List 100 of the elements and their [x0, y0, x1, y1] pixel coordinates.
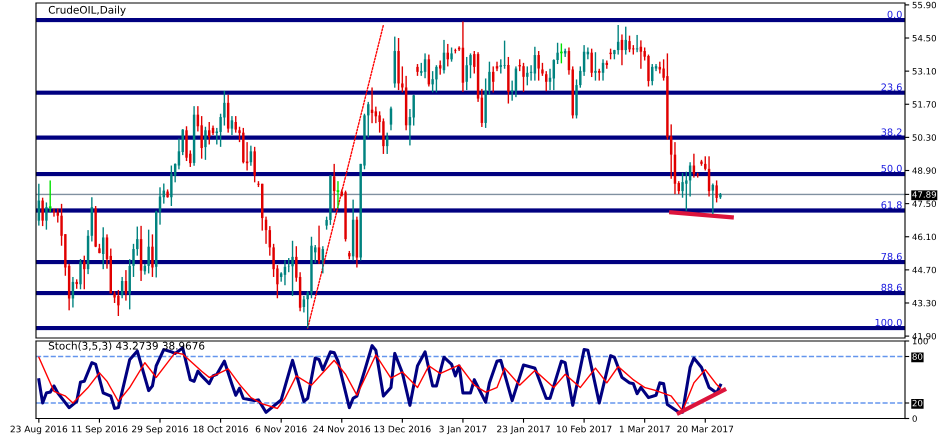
candlestick — [465, 56, 468, 91]
candlestick — [102, 226, 104, 270]
y-tick-label: 55.90 — [912, 2, 936, 8]
candlestick — [147, 228, 150, 274]
candlestick — [367, 101, 370, 138]
candlestick — [704, 156, 706, 172]
candlestick — [658, 60, 662, 74]
x-tick-label: 24 Nov 2016 — [314, 426, 370, 432]
candlestick — [204, 126, 207, 161]
candlestick — [602, 58, 604, 82]
candlestick — [151, 234, 154, 278]
candlestick — [45, 202, 48, 230]
candlestick — [632, 44, 635, 56]
chart-title: CrudeOIL,Daily — [48, 6, 126, 16]
y-tick-label: 43.30 — [912, 300, 936, 306]
annotation: 0.0 — [888, 10, 902, 18]
candlestick — [552, 58, 556, 91]
candlestick — [332, 163, 336, 212]
candlestick — [692, 153, 696, 178]
candlestick — [715, 180, 718, 204]
candlestick — [72, 276, 74, 308]
y-tick-label: 47.89 — [912, 191, 936, 198]
candlestick — [412, 94, 415, 126]
candlestick — [446, 43, 450, 68]
candlestick — [537, 50, 540, 82]
candlestick — [616, 24, 620, 56]
candlestick — [492, 66, 494, 94]
candlestick — [651, 63, 654, 86]
candlestick — [318, 224, 320, 265]
x-tick-label: 3 Jan 2017 — [439, 426, 486, 434]
candlestick — [117, 289, 120, 317]
candlestick — [374, 106, 378, 124]
candlestick — [284, 260, 286, 286]
candlestick — [620, 34, 624, 66]
annotation: 23.6 — [881, 83, 902, 91]
candlestick — [438, 60, 442, 76]
candlestick — [556, 42, 559, 65]
candlestick — [200, 115, 203, 160]
x-tick-label: 18 Oct 2016 — [194, 426, 248, 432]
candlestick — [144, 263, 146, 276]
y-tick-label: 100 — [912, 338, 928, 344]
annotation: 50.0 — [881, 164, 902, 172]
x-tick-label: 10 Feb 2017 — [556, 425, 612, 432]
y-tick-label: 47.50 — [912, 200, 936, 208]
annotation: 88.6 — [881, 284, 902, 292]
y-tick-label: 20 — [912, 400, 922, 406]
candlestick — [640, 40, 642, 70]
y-tick-label: 44.70 — [912, 266, 936, 274]
annotation: 100.0 — [876, 318, 902, 326]
x-tick-label: 1 Mar 2017 — [620, 426, 670, 432]
x-tick-label: 13 Dec 2016 — [374, 426, 431, 432]
candlestick — [136, 226, 139, 256]
y-tick-label: 80 — [912, 353, 922, 360]
candlestick — [598, 68, 600, 82]
candlestick — [124, 269, 128, 302]
y-tick-label: 41.90 — [912, 332, 936, 340]
candlestick — [234, 115, 237, 134]
candlestick — [450, 46, 453, 62]
candlestick — [302, 295, 306, 314]
candlestick — [56, 208, 60, 224]
candlestick — [514, 66, 518, 98]
candlestick — [38, 183, 40, 226]
y-tick-label: 54.50 — [912, 34, 936, 42]
candlestick — [386, 132, 388, 155]
candlestick — [590, 48, 593, 78]
candlestick — [170, 164, 173, 207]
x-tick-label: 23 Aug 2016 — [10, 426, 68, 434]
candlestick — [322, 246, 324, 274]
candlestick — [712, 182, 714, 215]
y-tick-label: 53.10 — [912, 68, 936, 75]
candlestick — [83, 254, 86, 290]
candlestick — [370, 86, 374, 124]
x-tick-label: 6 Nov 2016 — [256, 426, 307, 432]
candlestick — [688, 162, 692, 198]
candlestick — [41, 197, 44, 227]
candlestick — [624, 26, 627, 56]
candlestick — [545, 70, 548, 92]
candlestick — [594, 52, 597, 82]
candlestick — [454, 48, 457, 54]
y-tick-label: 51.70 — [912, 101, 936, 108]
candlestick — [534, 46, 536, 82]
candlestick — [609, 48, 612, 60]
candlestick — [420, 62, 423, 77]
candlestick — [230, 115, 234, 136]
y-tick-label: 0 — [912, 415, 917, 422]
candlestick — [435, 64, 438, 94]
candlestick — [424, 52, 426, 79]
annotation: 38.2 — [881, 128, 902, 136]
annotation: 61.8 — [881, 201, 902, 209]
chart-title: Stoch(3,5,3) 43.2739 38.9676 — [48, 342, 204, 351]
y-tick-label: 46.10 — [912, 234, 936, 240]
candlestick — [628, 34, 631, 53]
y-tick-label: 48.90 — [912, 167, 936, 174]
candlestick — [500, 58, 502, 74]
candlestick — [291, 240, 294, 297]
candlestick — [685, 170, 688, 212]
annotation: 78.6 — [882, 252, 902, 260]
candlestick — [120, 276, 124, 299]
candlestick — [708, 156, 710, 198]
y-tick-label: 50.30 — [912, 134, 936, 141]
